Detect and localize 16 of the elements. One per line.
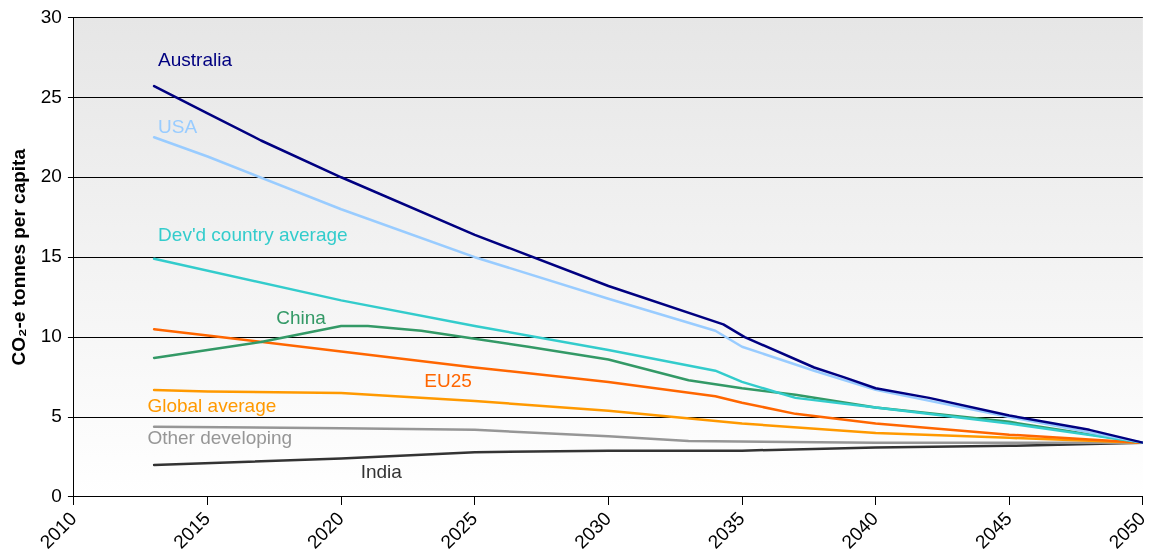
series-label: China <box>276 306 327 328</box>
y-tick-label: 20 <box>40 165 62 187</box>
series-label: Global average <box>147 394 277 416</box>
series-label: Australia <box>158 48 233 70</box>
y-tick-label: 15 <box>40 245 62 267</box>
y-tick-label: 0 <box>51 485 62 507</box>
series-label: India <box>360 461 403 483</box>
series-label: Other developing <box>147 427 293 449</box>
y-tick-label: 30 <box>40 5 62 27</box>
y-tick-label: 5 <box>51 405 62 427</box>
series-label: Dev'd country average <box>158 223 348 245</box>
y-tick-label: 10 <box>40 325 62 347</box>
series-label: USA <box>158 116 198 138</box>
y-tick-label: 25 <box>40 85 62 107</box>
y-axis-title: CO₂-e tonnes per capita <box>7 148 29 366</box>
series-label: EU25 <box>424 370 472 392</box>
